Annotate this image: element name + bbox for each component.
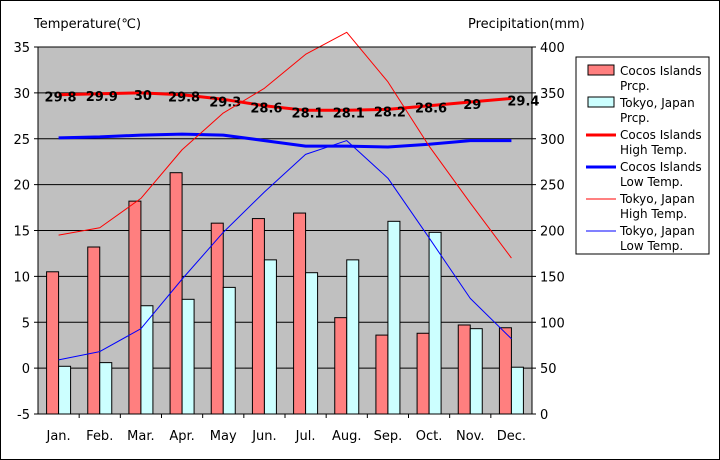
bar-cocos-prcp — [210, 222, 224, 415]
right-tick-label: 300 — [540, 133, 565, 148]
line-tokyo-japan-low-temp- — [58, 140, 512, 361]
right-tick-label: 0 — [540, 408, 548, 423]
left-tick-label: 25 — [13, 133, 30, 148]
x-tick-label: Apr. — [169, 429, 194, 444]
left-tick-label: 10 — [13, 270, 30, 285]
bar-cocos-prcp — [457, 324, 471, 415]
x-tick-label: Dec. — [497, 429, 526, 444]
bar-tokyo-prcp — [58, 365, 72, 415]
data-label: 29.8 — [168, 91, 200, 106]
bar-cocos-prcp — [46, 271, 60, 415]
bar-tokyo-prcp — [99, 362, 113, 415]
legend-label-line1: Tokyo, Japan — [619, 96, 695, 110]
bar-cocos-prcp — [87, 246, 101, 415]
left-tick-label: 30 — [13, 87, 30, 102]
bar-cocos-prcp — [498, 327, 512, 415]
left-tick-label: 35 — [13, 41, 30, 56]
right-tick-label: 350 — [540, 87, 565, 102]
x-tick-label: Jun. — [251, 429, 276, 444]
bar-cocos-prcp — [128, 200, 142, 415]
bar-tokyo-prcp — [469, 328, 483, 415]
legend-label-line2: Prcp. — [620, 111, 650, 125]
right-tick-label: 100 — [540, 316, 565, 331]
data-label: 28.2 — [374, 105, 406, 120]
right-axis-title: Precipitation(mm) — [468, 17, 585, 32]
data-label: 28.6 — [250, 102, 282, 117]
x-tick-label: Oct. — [416, 429, 443, 444]
left-tick-label: 5 — [22, 316, 30, 331]
x-tick-label: Jul. — [295, 429, 316, 444]
legend-label-line2: High Temp. — [620, 143, 687, 157]
legend-label-line2: Low Temp. — [620, 175, 683, 189]
right-tick-label: 400 — [540, 41, 565, 56]
right-tick-label: 200 — [540, 225, 565, 240]
bar-tokyo-prcp — [387, 220, 401, 415]
data-label: 28.6 — [415, 102, 447, 117]
right-tick-label: 250 — [540, 179, 565, 194]
left-tick-label: 20 — [13, 179, 30, 194]
legend-box — [575, 56, 710, 255]
bar-tokyo-prcp — [222, 286, 236, 415]
legend-label-line1: Cocos Islands — [620, 128, 702, 142]
legend-label-line1: Cocos Islands — [620, 160, 702, 174]
legend-label-line1: Cocos Islands — [620, 64, 702, 78]
bar-tokyo-prcp — [510, 366, 524, 415]
left-tick-label: -5 — [17, 408, 30, 423]
data-label: 29.3 — [209, 95, 241, 110]
data-label: 29.8 — [45, 91, 77, 106]
bar-tokyo-prcp — [305, 272, 319, 415]
left-tick-label: 0 — [22, 362, 30, 377]
data-label: 29 — [463, 98, 481, 113]
bar-cocos-prcp — [416, 332, 430, 415]
x-tick-label: Feb. — [86, 429, 113, 444]
data-label: 30 — [134, 89, 152, 104]
x-tick-label: Mar. — [127, 429, 154, 444]
right-tick-label: 50 — [540, 362, 557, 377]
bar-cocos-prcp — [251, 218, 265, 415]
line-cocos-islands-low-temp- — [58, 132, 512, 149]
line-cocos-islands-high-temp- — [58, 91, 512, 112]
x-tick-label: Jan. — [45, 429, 70, 444]
line-tokyo-japan-high-temp- — [58, 31, 512, 259]
bar-cocos-prcp — [293, 212, 307, 415]
bar-cocos-prcp — [375, 334, 389, 415]
plot-border — [37, 46, 533, 415]
x-tick-label: Aug. — [332, 429, 362, 444]
legend-label-line2: Prcp. — [620, 79, 650, 93]
data-label: 29.9 — [86, 90, 118, 105]
legend-label-line1: Tokyo, Japan — [619, 224, 695, 238]
x-tick-label: Nov. — [456, 429, 485, 444]
data-label: 28.1 — [333, 106, 365, 121]
bar-tokyo-prcp — [346, 259, 360, 415]
data-label: 29.4 — [507, 94, 539, 109]
plot-area: 35302520151050-5400350300250200150100500… — [13, 31, 565, 444]
bar-tokyo-prcp — [263, 259, 277, 415]
legend-swatch-bar — [587, 64, 615, 76]
right-tick-label: 150 — [540, 270, 565, 285]
left-tick-label: 15 — [13, 225, 30, 240]
bar-tokyo-prcp — [181, 298, 195, 415]
legend-label-line2: Low Temp. — [620, 239, 683, 253]
data-label: 28.1 — [292, 106, 324, 121]
bar-tokyo-prcp — [428, 231, 442, 415]
bar-cocos-prcp — [334, 317, 348, 415]
left-axis-title: Temperature(℃) — [33, 17, 141, 32]
legend-swatch-bar — [587, 96, 615, 108]
x-tick-label: Sep. — [374, 429, 403, 444]
legend-label-line1: Tokyo, Japan — [619, 192, 695, 206]
legend-label-line2: High Temp. — [620, 207, 687, 221]
bar-cocos-prcp — [169, 172, 183, 415]
x-tick-label: May — [210, 429, 237, 444]
